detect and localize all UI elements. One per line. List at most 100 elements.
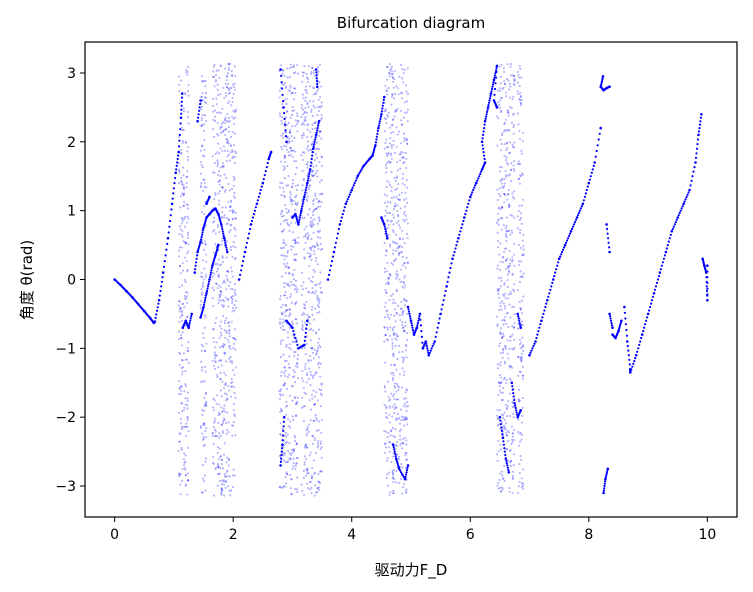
data-point bbox=[438, 317, 441, 320]
chaotic-point bbox=[401, 474, 404, 477]
chaotic-point bbox=[220, 263, 222, 266]
chaotic-point bbox=[222, 130, 225, 132]
chaotic-point bbox=[518, 301, 521, 303]
chaotic-point bbox=[221, 345, 224, 348]
data-point bbox=[657, 275, 661, 278]
data-point bbox=[218, 218, 221, 221]
data-point bbox=[548, 292, 551, 295]
chaotic-point bbox=[230, 136, 232, 138]
chaotic-point bbox=[184, 370, 187, 372]
chaotic-point bbox=[385, 412, 388, 414]
chaotic-point bbox=[286, 309, 289, 311]
chaotic-point bbox=[204, 365, 206, 368]
chaotic-point bbox=[201, 100, 204, 102]
chaotic-point bbox=[203, 396, 206, 399]
chaotic-point bbox=[281, 321, 284, 324]
data-point bbox=[482, 130, 485, 133]
chaotic-point bbox=[513, 84, 516, 87]
chaotic-point bbox=[305, 381, 308, 384]
chaotic-point bbox=[386, 90, 388, 92]
chaotic-point bbox=[280, 194, 283, 196]
data-point bbox=[583, 195, 587, 198]
chaotic-point bbox=[288, 224, 291, 227]
chaotic-point bbox=[221, 380, 224, 383]
chaotic-point bbox=[232, 109, 235, 112]
chaotic-point bbox=[505, 235, 507, 237]
chaotic-point bbox=[403, 282, 405, 284]
chaotic-point bbox=[513, 141, 516, 144]
chaotic-point bbox=[392, 452, 395, 455]
data-point bbox=[313, 143, 316, 146]
chaotic-point bbox=[215, 97, 218, 100]
chaotic-point bbox=[506, 311, 509, 314]
data-point bbox=[405, 468, 409, 472]
chaotic-point bbox=[216, 394, 219, 397]
chaotic-point bbox=[302, 345, 305, 348]
chaotic-point bbox=[217, 302, 220, 304]
chaotic-point bbox=[306, 179, 309, 182]
chaotic-point bbox=[283, 452, 286, 455]
chaotic-point bbox=[319, 375, 322, 378]
chaotic-point bbox=[185, 474, 187, 477]
chaotic-point bbox=[213, 409, 215, 412]
chaotic-point bbox=[310, 73, 313, 75]
data-point bbox=[690, 179, 693, 182]
chaotic-point bbox=[218, 231, 221, 234]
chaotic-point bbox=[519, 281, 521, 284]
chaotic-point bbox=[200, 119, 203, 121]
chaotic-point bbox=[296, 358, 299, 360]
data-point bbox=[242, 255, 246, 258]
chaotic-point bbox=[213, 220, 216, 223]
chaotic-point bbox=[281, 452, 284, 454]
chaotic-point bbox=[511, 214, 514, 217]
chaotic-point bbox=[200, 360, 203, 363]
chaotic-point bbox=[311, 292, 313, 294]
chaotic-point bbox=[311, 220, 314, 223]
chaotic-point bbox=[234, 338, 236, 340]
chaotic-point bbox=[401, 367, 404, 370]
chaotic-point bbox=[285, 482, 287, 485]
chaotic-point bbox=[308, 423, 311, 426]
chaotic-point bbox=[187, 243, 190, 246]
chaotic-point bbox=[309, 280, 312, 282]
data-point bbox=[310, 161, 313, 164]
chaotic-point bbox=[186, 295, 188, 298]
data-point bbox=[224, 244, 227, 247]
chaotic-point bbox=[389, 161, 392, 163]
chaotic-point bbox=[283, 443, 286, 446]
chaotic-point bbox=[204, 403, 206, 406]
data-point bbox=[199, 99, 202, 102]
chaotic-point bbox=[513, 124, 515, 126]
chaotic-point bbox=[518, 85, 521, 87]
data-point bbox=[196, 119, 199, 123]
chaotic-point bbox=[214, 109, 216, 112]
data-point bbox=[176, 161, 179, 164]
chaotic-point bbox=[519, 347, 522, 350]
data-point bbox=[625, 334, 629, 337]
chaotic-point bbox=[233, 162, 236, 165]
chaotic-point bbox=[503, 411, 506, 414]
chaotic-point bbox=[501, 300, 503, 303]
chaotic-point bbox=[513, 338, 516, 341]
chaotic-point bbox=[297, 202, 299, 204]
chaotic-point bbox=[294, 488, 297, 490]
chaotic-point bbox=[406, 67, 409, 70]
chaotic-point bbox=[401, 351, 404, 353]
chaotic-point bbox=[385, 405, 388, 408]
chaotic-point bbox=[185, 252, 188, 255]
chaotic-point bbox=[404, 391, 407, 394]
chaotic-point bbox=[392, 249, 395, 252]
chaotic-point bbox=[521, 312, 523, 315]
data-point bbox=[393, 450, 396, 453]
chaotic-point bbox=[316, 295, 318, 297]
chaotic-point bbox=[219, 112, 222, 115]
chaotic-point bbox=[286, 219, 288, 221]
chaotic-point bbox=[295, 202, 297, 205]
chaotic-point bbox=[200, 186, 203, 189]
chaotic-point bbox=[301, 347, 303, 350]
chaotic-point bbox=[202, 281, 204, 284]
chaotic-point bbox=[392, 353, 395, 355]
chaotic-point bbox=[385, 249, 387, 251]
chaotic-point bbox=[403, 286, 406, 289]
chaotic-point bbox=[181, 220, 184, 222]
